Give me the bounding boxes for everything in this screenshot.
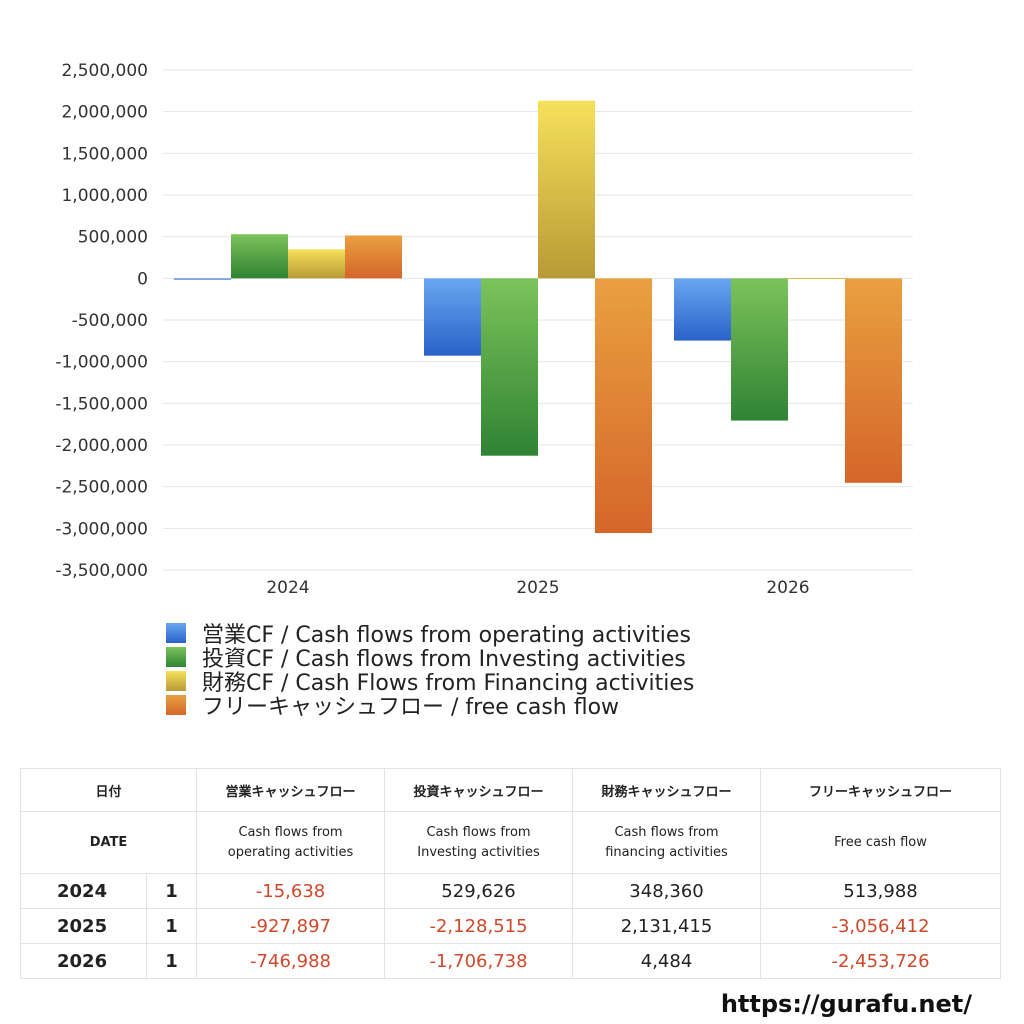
y-tick-label: -3,000,000 — [55, 519, 148, 539]
header-financing-jp: 財務キャッシュフロー — [572, 768, 762, 812]
bar-2025-series-1 — [481, 278, 538, 456]
bar-2025-series-3 — [595, 278, 652, 534]
cell-operating: -15,638 — [196, 873, 386, 909]
header-investing-en: Cash flows from Investing activities — [384, 811, 574, 874]
cash-flow-bar-chart: 2,500,000 2,000,000 1,500,000 1,000,000 500,… — [55, 61, 913, 598]
cell-free-cash-flow: -3,056,412 — [760, 908, 1002, 944]
bar-2024-series-3 — [345, 235, 402, 279]
legend-swatch-operating — [166, 623, 186, 643]
table-row: 2024 1 -15,638 529,626 348,360 513,988 — [20, 873, 1002, 909]
y-tick-label: 2,000,000 — [61, 103, 148, 123]
chart-legend: 営業CF / Cash flows from operating activit… — [166, 621, 694, 720]
table-row: 2025 1 -927,897 -2,128,515 2,131,415 -3,… — [20, 908, 1002, 944]
bar-2026-series-3 — [845, 278, 902, 483]
y-tick-label: 0 — [137, 269, 148, 289]
row-year: 2026 — [20, 943, 147, 979]
table-header-jp: 日付 営業キャッシュフロー 投資キャッシュフロー 財務キャッシュフロー フリーキ… — [19, 768, 1002, 812]
legend-item-operating: 営業CF / Cash flows from operating activit… — [166, 621, 694, 648]
cash-flow-table: 日付 営業キャッシュフロー 投資キャッシュフロー 財務キャッシュフロー フリーキ… — [19, 768, 1002, 979]
header-free-cash-flow-en: Free cash flow — [760, 811, 1002, 874]
bar-2025-series-2 — [538, 100, 595, 279]
bar-2024-series-0 — [174, 278, 231, 280]
legend-label-financing: 財務CF / Cash Flows from Financing activit… — [202, 671, 695, 696]
bar-2026-series-0 — [674, 278, 731, 341]
y-tick-label: 2,500,000 — [61, 61, 148, 81]
row-year: 2025 — [20, 908, 147, 944]
y-tick-label: 500,000 — [78, 228, 148, 248]
cell-free-cash-flow: 513,988 — [760, 873, 1002, 909]
y-tick-label: -2,000,000 — [55, 436, 148, 456]
header-investing-jp: 投資キャッシュフロー — [384, 768, 574, 812]
cell-investing: -2,128,515 — [384, 908, 574, 944]
x-tick-label: 2025 — [516, 578, 559, 598]
cell-operating: -927,897 — [196, 908, 386, 944]
bar-2024-series-2 — [288, 249, 345, 279]
bar-2026-series-2 — [788, 277, 845, 279]
y-tick-label: -500,000 — [72, 311, 148, 331]
header-free-cash-flow-jp: フリーキャッシュフロー — [760, 768, 1002, 812]
cell-operating: -746,988 — [196, 943, 386, 979]
legend-label-investing: 投資CF / Cash flows from Investing activit… — [202, 647, 686, 672]
table-header-en: DATE Cash flows from operating activitie… — [19, 811, 1002, 874]
bar-2024-series-1 — [231, 234, 288, 279]
cell-financing: 4,484 — [572, 943, 762, 979]
header-date-jp: 日付 — [19, 768, 198, 812]
cell-investing: -1,706,738 — [384, 943, 574, 979]
row-quarter: 1 — [145, 908, 198, 944]
legend-item-free-cash-flow: フリーキャッシュフロー / free cash flow — [166, 693, 694, 720]
legend-swatch-financing — [166, 671, 186, 691]
x-tick-label: 2026 — [766, 578, 809, 598]
header-operating-jp: 営業キャッシュフロー — [196, 768, 386, 812]
bar-2025-series-0 — [424, 278, 481, 356]
cell-financing: 2,131,415 — [572, 908, 762, 944]
header-financing-en: Cash flows from financing activities — [572, 811, 762, 874]
y-tick-label: -3,500,000 — [55, 561, 148, 581]
table-row: 2026 1 -746,988 -1,706,738 4,484 -2,453,… — [20, 943, 1002, 979]
legend-swatch-free-cash-flow — [166, 695, 186, 715]
y-tick-label: 1,000,000 — [61, 186, 148, 206]
legend-item-financing: 財務CF / Cash Flows from Financing activit… — [166, 669, 694, 696]
y-tick-label: 1,500,000 — [61, 144, 148, 164]
header-operating-en: Cash flows from operating activities — [196, 811, 386, 874]
legend-item-investing: 投資CF / Cash flows from Investing activit… — [166, 645, 694, 672]
row-quarter: 1 — [145, 943, 198, 979]
y-tick-label: -2,500,000 — [55, 478, 148, 498]
bar-2026-series-1 — [731, 278, 788, 421]
row-quarter: 1 — [145, 873, 198, 909]
cell-investing: 529,626 — [384, 873, 574, 909]
x-tick-label: 2024 — [266, 578, 309, 598]
cell-free-cash-flow: -2,453,726 — [760, 943, 1002, 979]
cell-financing: 348,360 — [572, 873, 762, 909]
row-year: 2024 — [20, 873, 147, 909]
legend-label-operating: 営業CF / Cash flows from operating activit… — [202, 623, 691, 648]
header-date-en: DATE — [19, 811, 198, 874]
y-tick-label: -1,000,000 — [55, 353, 148, 373]
legend-label-free-cash-flow: フリーキャッシュフロー / free cash flow — [202, 695, 620, 720]
legend-swatch-investing — [166, 647, 186, 667]
site-url: https://gurafu.net/ — [720, 990, 972, 1018]
y-tick-label: -1,500,000 — [55, 394, 148, 414]
